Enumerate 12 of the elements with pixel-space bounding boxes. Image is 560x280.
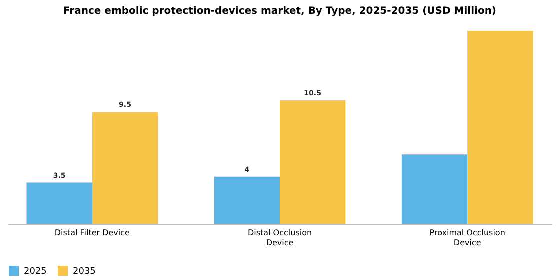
x-tick-label: Distal Occlusion Device [248,228,312,248]
legend-label: 2035 [73,267,96,277]
bar [402,154,468,224]
bar [214,176,280,224]
chart-title: France embolic protection-devices market, By Type, 2025-2035 (USD Million) [63,6,497,17]
x-tick-label: Distal Filter Device [54,228,130,238]
x-tick-label: Proximal Occlusion Device [430,228,506,248]
bar [26,182,92,224]
bar [280,100,346,224]
legend-label: 2025 [24,267,47,277]
bar [92,112,158,224]
bar [468,31,534,224]
